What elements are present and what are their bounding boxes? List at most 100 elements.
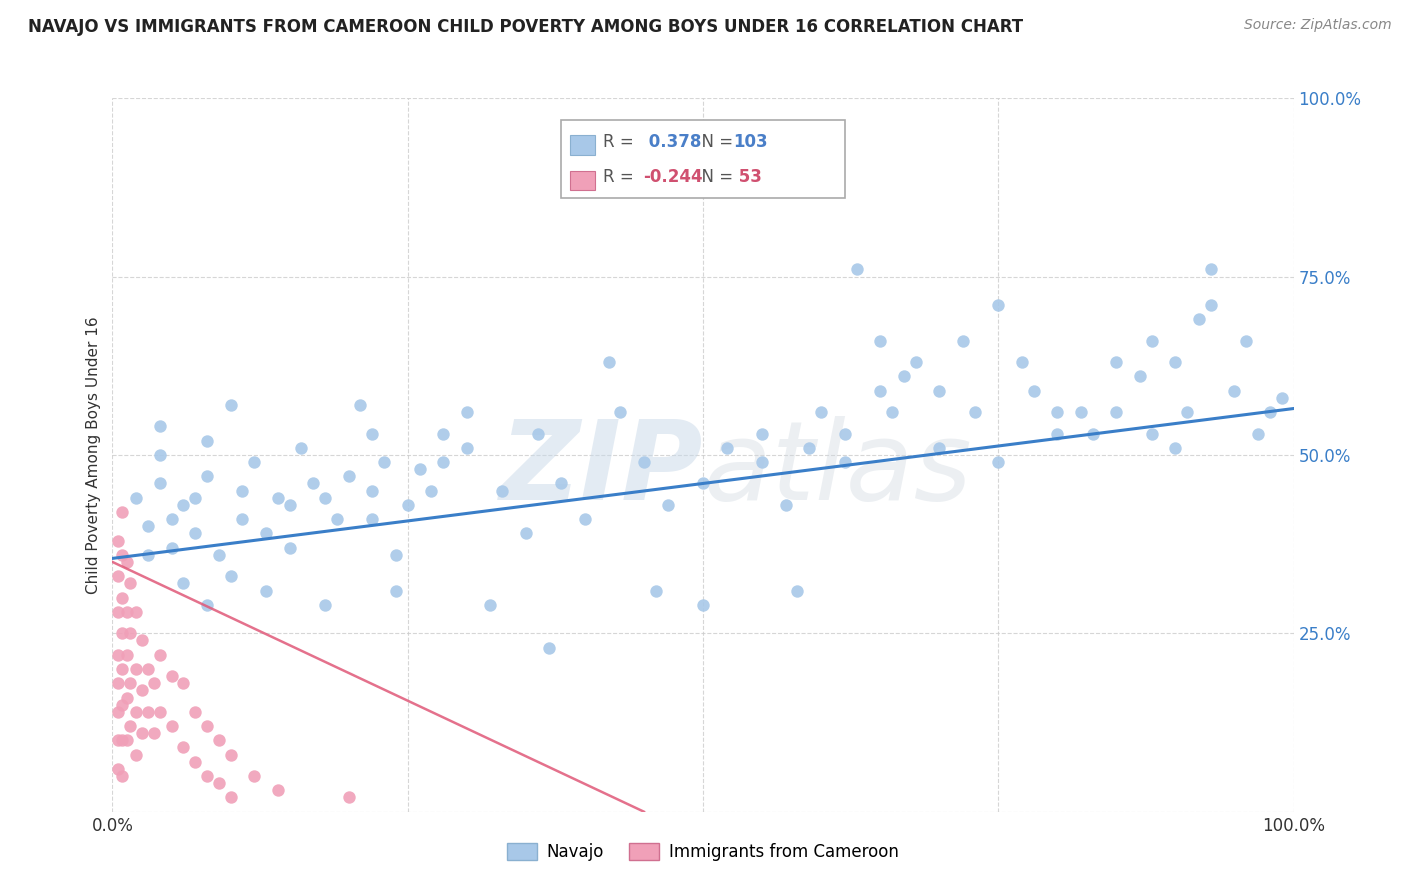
Point bbox=[1022, 384, 1045, 398]
Point bbox=[337, 790, 360, 805]
Point bbox=[107, 733, 129, 747]
Point bbox=[1140, 334, 1163, 348]
Text: -0.244: -0.244 bbox=[643, 169, 703, 186]
Point bbox=[219, 398, 242, 412]
Point bbox=[515, 526, 537, 541]
Point bbox=[1223, 384, 1246, 398]
Point bbox=[111, 662, 134, 676]
Point bbox=[107, 705, 129, 719]
Text: R =: R = bbox=[603, 169, 640, 186]
Point bbox=[1247, 426, 1270, 441]
Point bbox=[107, 605, 129, 619]
Point bbox=[111, 626, 134, 640]
Point bbox=[775, 498, 797, 512]
Point bbox=[1234, 334, 1257, 348]
Point bbox=[111, 769, 134, 783]
Point bbox=[987, 298, 1010, 312]
Point bbox=[160, 541, 183, 555]
Point bbox=[810, 405, 832, 419]
Point bbox=[195, 719, 218, 733]
Point bbox=[786, 583, 808, 598]
Point bbox=[834, 426, 856, 441]
Point bbox=[120, 719, 142, 733]
Point bbox=[219, 569, 242, 583]
Point bbox=[278, 541, 301, 555]
Point bbox=[609, 405, 631, 419]
Point bbox=[136, 662, 159, 676]
Point bbox=[692, 598, 714, 612]
Point bbox=[172, 740, 194, 755]
Point bbox=[243, 769, 266, 783]
Point bbox=[799, 441, 821, 455]
Point bbox=[267, 491, 290, 505]
Point bbox=[115, 648, 138, 662]
Point bbox=[928, 441, 950, 455]
Point bbox=[208, 776, 231, 790]
Text: N =: N = bbox=[690, 169, 738, 186]
Point bbox=[716, 441, 738, 455]
Point bbox=[1175, 405, 1198, 419]
Point bbox=[149, 448, 172, 462]
Point bbox=[952, 334, 974, 348]
Point bbox=[195, 598, 218, 612]
Point bbox=[149, 648, 172, 662]
Point bbox=[107, 648, 129, 662]
Point bbox=[751, 426, 773, 441]
Point bbox=[184, 755, 207, 769]
Point bbox=[290, 441, 312, 455]
Point bbox=[107, 569, 129, 583]
Point bbox=[598, 355, 620, 369]
Point bbox=[115, 690, 138, 705]
Point bbox=[692, 476, 714, 491]
Point bbox=[120, 626, 142, 640]
Point bbox=[550, 476, 572, 491]
Point bbox=[125, 705, 148, 719]
Point bbox=[115, 733, 138, 747]
Point bbox=[160, 669, 183, 683]
Point bbox=[149, 419, 172, 434]
Point bbox=[385, 583, 408, 598]
Point bbox=[963, 405, 986, 419]
Point bbox=[1129, 369, 1152, 384]
Point bbox=[125, 491, 148, 505]
Point bbox=[314, 491, 336, 505]
Point bbox=[1046, 426, 1069, 441]
Point bbox=[987, 455, 1010, 469]
Point bbox=[131, 683, 153, 698]
Point bbox=[314, 598, 336, 612]
Point bbox=[337, 469, 360, 483]
Point bbox=[231, 512, 253, 526]
Text: Source: ZipAtlas.com: Source: ZipAtlas.com bbox=[1244, 18, 1392, 32]
Point bbox=[644, 583, 666, 598]
Point bbox=[1164, 355, 1187, 369]
Text: 103: 103 bbox=[733, 133, 768, 151]
Point bbox=[208, 548, 231, 562]
Point bbox=[254, 526, 277, 541]
Text: atlas: atlas bbox=[703, 416, 972, 523]
Point bbox=[408, 462, 430, 476]
Point bbox=[219, 747, 242, 762]
Point bbox=[361, 426, 384, 441]
Point bbox=[136, 519, 159, 533]
Point bbox=[120, 576, 142, 591]
Point bbox=[633, 455, 655, 469]
Point bbox=[574, 512, 596, 526]
Point bbox=[349, 398, 371, 412]
Point bbox=[869, 384, 891, 398]
Point bbox=[125, 662, 148, 676]
Point bbox=[184, 526, 207, 541]
Point bbox=[195, 769, 218, 783]
Point bbox=[361, 483, 384, 498]
Point bbox=[131, 633, 153, 648]
Point bbox=[111, 733, 134, 747]
Point bbox=[1081, 426, 1104, 441]
Point bbox=[1271, 391, 1294, 405]
Point bbox=[278, 498, 301, 512]
Point bbox=[142, 676, 165, 690]
Text: NAVAJO VS IMMIGRANTS FROM CAMEROON CHILD POVERTY AMONG BOYS UNDER 16 CORRELATION: NAVAJO VS IMMIGRANTS FROM CAMEROON CHILD… bbox=[28, 18, 1024, 36]
Point bbox=[160, 719, 183, 733]
Point bbox=[107, 533, 129, 548]
Point bbox=[149, 705, 172, 719]
Point bbox=[432, 455, 454, 469]
Point bbox=[107, 762, 129, 776]
